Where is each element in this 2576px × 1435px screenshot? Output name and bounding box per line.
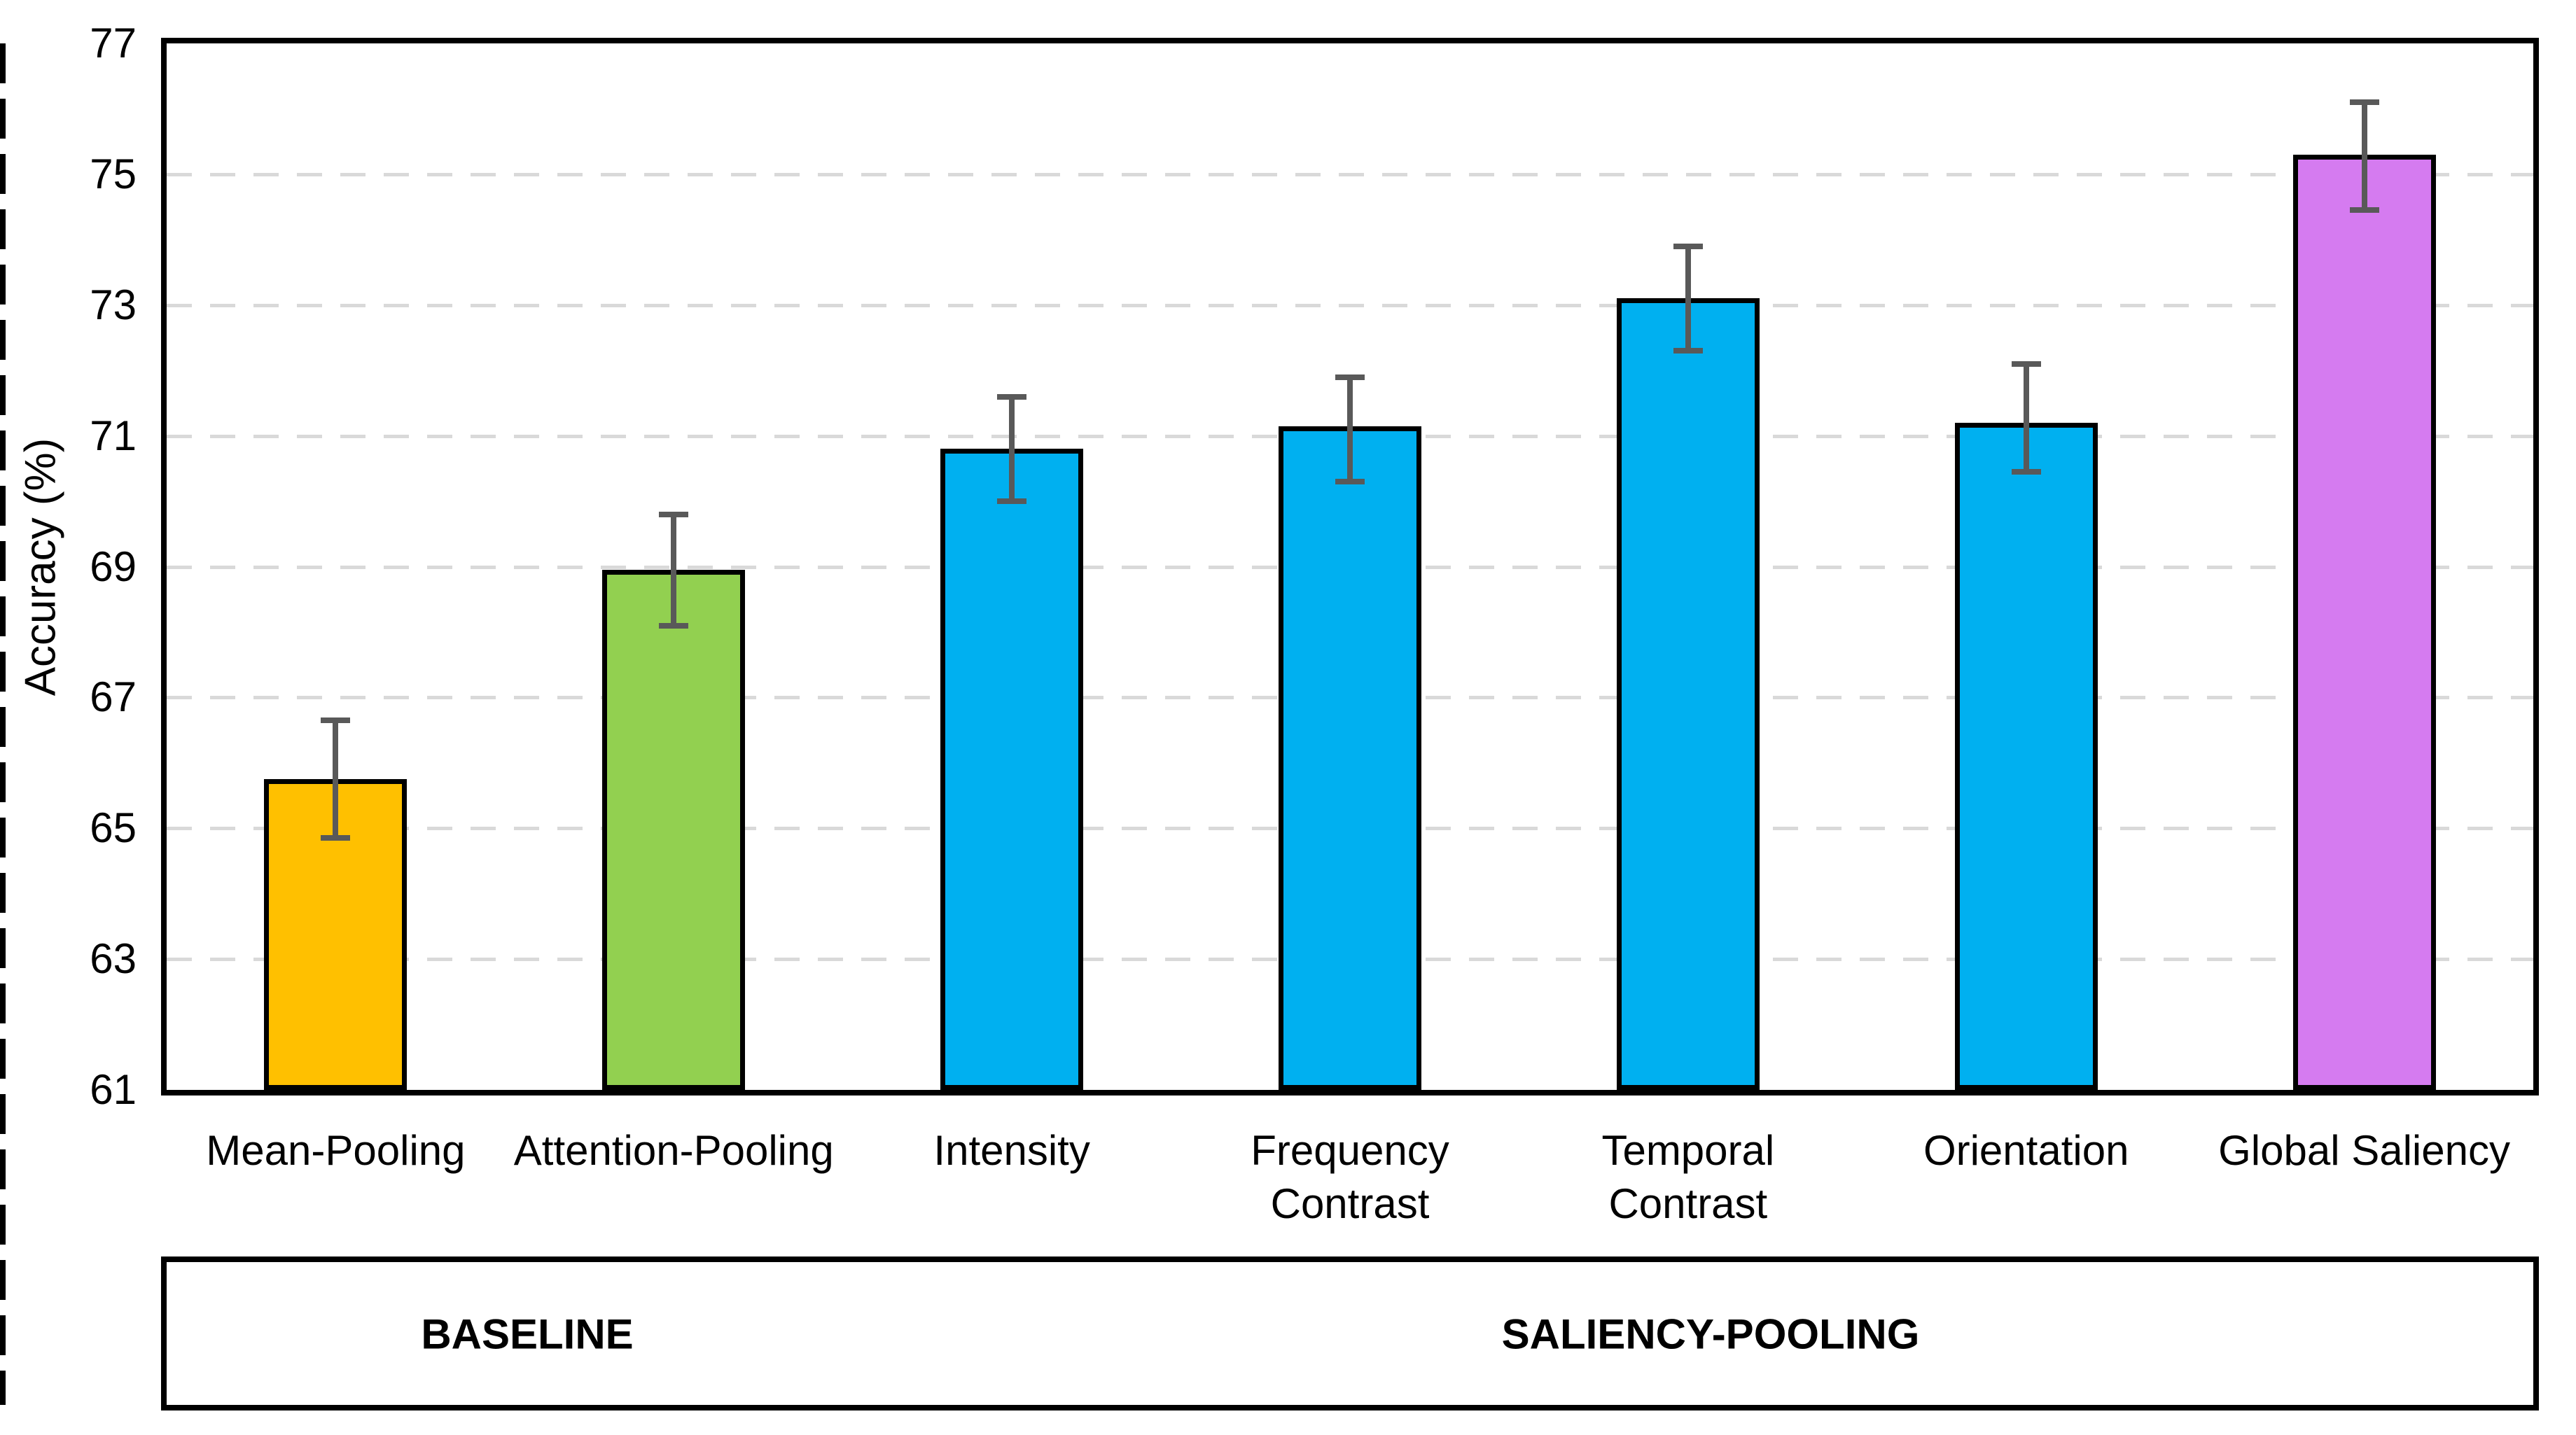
error-bar-cap-bottom-6 <box>2349 207 2379 214</box>
bar-1 <box>602 570 746 1090</box>
x-category-label-6: Global Saliency <box>2154 1124 2575 1177</box>
bar-2 <box>940 449 1084 1090</box>
x-category-label-5: Orientation <box>1816 1124 2236 1177</box>
x-category-label-line: Contrast <box>1608 1180 1768 1227</box>
error-bar-cap-top-0 <box>321 718 351 724</box>
y-tick-label-67: 67 <box>90 673 137 721</box>
y-tick-label-71: 71 <box>90 412 137 459</box>
x-category-label-line: Frequency <box>1251 1127 1449 1174</box>
x-category-label-2: Intensity <box>802 1124 1222 1177</box>
error-bar-line-5 <box>2023 363 2029 472</box>
gridline-75 <box>167 172 2533 176</box>
error-bar-cap-top-4 <box>1673 243 1703 249</box>
x-category-label-4: Temporal Contrast <box>1478 1124 1898 1231</box>
error-bar-cap-top-1 <box>659 511 689 517</box>
error-bar-line-4 <box>1685 246 1691 351</box>
x-category-label-0: Mean-Pooling <box>125 1124 545 1177</box>
error-bar-line-0 <box>333 720 339 839</box>
error-bar-line-2 <box>1009 396 1015 502</box>
x-category-label-3: Frequency Contrast <box>1140 1124 1560 1231</box>
group-separator-dashed-line <box>0 43 6 1405</box>
error-bar-cap-top-5 <box>2011 360 2041 367</box>
x-category-label-line: Mean-Pooling <box>206 1127 466 1174</box>
gridline-73 <box>167 303 2533 307</box>
error-bar-line-3 <box>1347 377 1353 482</box>
y-tick-label-73: 73 <box>90 281 137 328</box>
error-bar-cap-top-2 <box>997 393 1027 400</box>
bar-6 <box>2292 154 2436 1090</box>
x-category-label-line: Contrast <box>1270 1180 1430 1227</box>
y-tick-label-61: 61 <box>90 1066 137 1113</box>
bar-3 <box>1279 426 1421 1090</box>
error-bar-line-6 <box>2361 102 2367 211</box>
x-category-label-1: Attention-Pooling <box>464 1124 884 1177</box>
x-category-label-line: Global Saliency <box>2218 1127 2511 1174</box>
error-bar-cap-bottom-0 <box>321 835 351 841</box>
error-bar-cap-bottom-3 <box>1335 479 1365 485</box>
x-category-label-line: Intensity <box>933 1127 1090 1174</box>
bar-4 <box>1616 298 1760 1090</box>
error-bar-cap-bottom-2 <box>997 498 1027 505</box>
group-annotation-box <box>161 1256 2539 1410</box>
x-category-label-line: Attention-Pooling <box>513 1127 834 1174</box>
error-bar-cap-bottom-1 <box>659 622 689 629</box>
y-tick-label-75: 75 <box>90 150 137 197</box>
y-tick-label-69: 69 <box>90 542 137 590</box>
error-bar-cap-bottom-4 <box>1673 348 1703 354</box>
error-bar-line-1 <box>671 514 677 626</box>
group-label-1: SALIENCY-POOLING <box>1501 1310 1920 1358</box>
x-category-label-line: Temporal <box>1601 1127 1775 1174</box>
x-category-label-line: Orientation <box>1923 1127 2129 1174</box>
error-bar-cap-bottom-5 <box>2011 469 2041 475</box>
y-tick-label-65: 65 <box>90 804 137 852</box>
y-tick-label-77: 77 <box>90 20 137 66</box>
group-label-0: BASELINE <box>421 1310 634 1358</box>
y-tick-label-63: 63 <box>90 935 137 983</box>
error-bar-cap-top-6 <box>2349 99 2379 106</box>
error-bar-cap-top-3 <box>1335 374 1365 380</box>
bar-5 <box>1954 422 2098 1090</box>
